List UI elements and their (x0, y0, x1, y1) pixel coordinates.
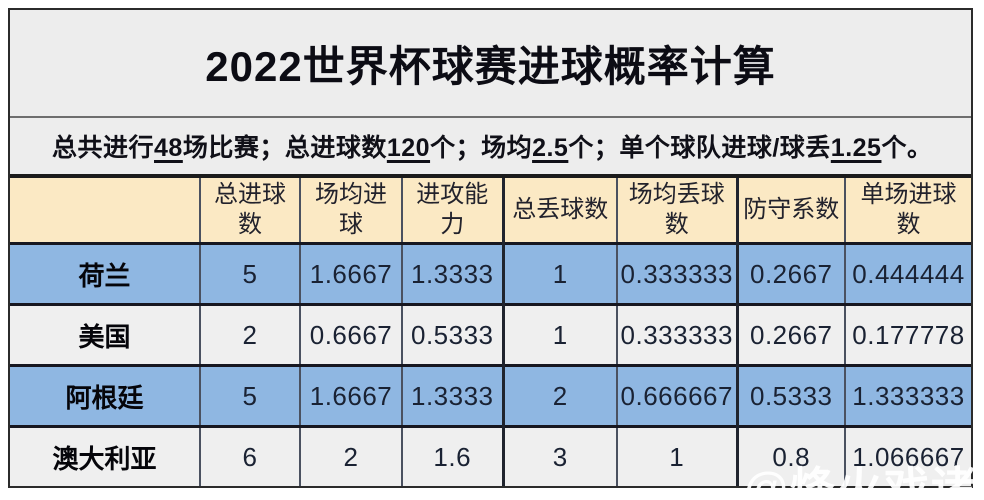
table-row-usa: 美国 2 0.6667 0.5333 1 0.333333 0.2667 0.1… (10, 304, 971, 366)
cell: 1 (501, 243, 617, 305)
summary-stat-team-avg: 1.25 (830, 134, 882, 162)
cell: 1.066667 (844, 426, 971, 486)
cell: 5 (199, 365, 300, 427)
summary-segment: 个；单个球队进球/球丢 (568, 134, 831, 162)
title-bar: 2022世界杯球赛进球概率计算 (10, 10, 971, 118)
col-header-goals-per-game: 单场进球数 (844, 178, 971, 244)
col-header-goals-per-match: 场均进球 (299, 178, 402, 244)
cell: 0.8 (735, 426, 845, 486)
cell: 1 (616, 426, 737, 486)
table-row-australia: 澳大利亚 6 2 1.6 3 1 0.8 1.066667 (10, 426, 971, 486)
cell: 0.5333 (401, 304, 503, 366)
page-title: 2022世界杯球赛进球概率计算 (205, 42, 776, 90)
cell: 6 (199, 426, 300, 486)
team-name: 荷兰 (78, 260, 131, 291)
cell: 0.5333 (735, 365, 845, 427)
col-header-total-conceded: 总丢球数 (501, 178, 617, 244)
cell: 5 (199, 243, 300, 305)
summary-segment: 场比赛；总进球数 (182, 134, 387, 162)
stats-table: 总进球数 场均进球 进攻能力 总丢球数 场均丢球数 防守系数 单场进球数 荷兰 … (10, 178, 971, 486)
summary-bar: 总共进行48场比赛；总进球数120个；场均2.5个；单个球队进球/球丢1.25个… (10, 118, 971, 178)
cell: 1.333333 (844, 365, 971, 427)
header-row: 总进球数 场均进球 进攻能力 总丢球数 场均丢球数 防守系数 单场进球数 (10, 178, 971, 244)
cell: 0.444444 (844, 243, 971, 305)
cell: 2 (501, 365, 617, 427)
cell: 1 (501, 304, 617, 366)
cell: 1.3333 (401, 365, 503, 427)
team-name: 阿根廷 (65, 382, 144, 413)
cell: 2 (199, 304, 300, 366)
cell: 2 (299, 426, 402, 486)
col-header-attack-ability: 进攻能力 (401, 178, 503, 244)
cell: 1.6667 (299, 365, 402, 427)
col-header-total-goals: 总进球数 (199, 178, 300, 244)
worksheet-panel: 2022世界杯球赛进球概率计算 总共进行48场比赛；总进球数120个；场均2.5… (8, 8, 973, 488)
cell: 1.6667 (299, 243, 402, 305)
summary-stat-total-goals: 120 (386, 134, 431, 162)
cell: 0.2667 (735, 243, 845, 305)
cell: 1.6 (401, 426, 503, 486)
table-row-argentina: 阿根廷 5 1.6667 1.3333 2 0.666667 0.5333 1.… (10, 365, 971, 427)
team-name: 美国 (78, 321, 131, 352)
cell: 0.6667 (299, 304, 402, 366)
summary-stat-matches: 48 (154, 134, 183, 162)
table-row-netherlands: 荷兰 5 1.6667 1.3333 1 0.333333 0.2667 0.4… (10, 243, 971, 305)
cell: 1.3333 (401, 243, 503, 305)
summary-segment: 个；场均 (430, 134, 533, 162)
col-header-defense-coeff: 防守系数 (735, 178, 845, 244)
corner-cell (10, 178, 200, 244)
cell: 0.666667 (616, 365, 737, 427)
cell: 0.333333 (616, 243, 737, 305)
team-name: 澳大利亚 (52, 443, 157, 474)
cell: 3 (501, 426, 617, 486)
col-header-conceded-per-match: 场均丢球数 (616, 178, 737, 244)
summary-segment: 个。 (881, 134, 933, 162)
cell: 0.333333 (616, 304, 737, 366)
summary-text: 总共进行48场比赛；总进球数120个；场均2.5个；单个球队进球/球丢1.25个… (52, 128, 932, 164)
cell: 0.2667 (735, 304, 845, 366)
summary-stat-avg-goals: 2.5 (532, 134, 569, 162)
cell: 0.177778 (844, 304, 971, 366)
summary-segment: 总共进行 (52, 134, 155, 162)
